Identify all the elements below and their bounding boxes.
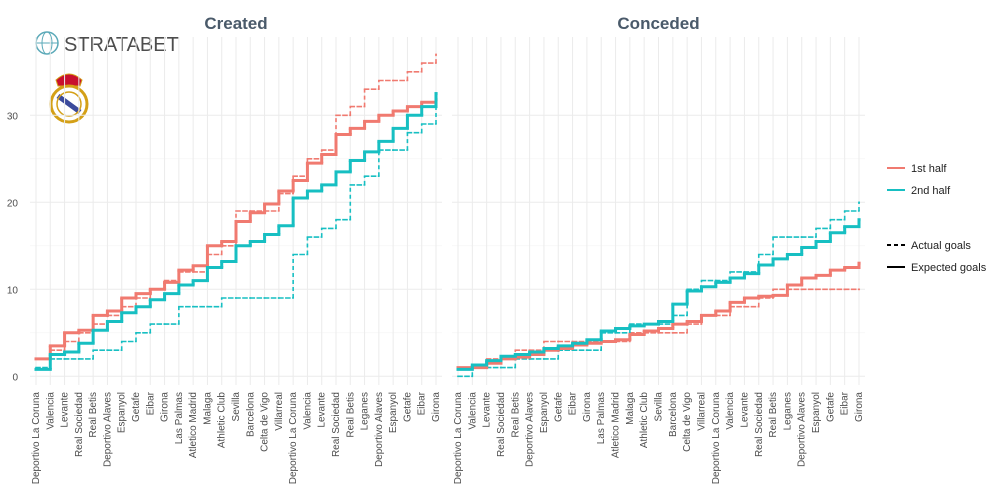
x-tick-label: Girona [160, 392, 171, 422]
x-tick-label: Espanyol [811, 392, 822, 433]
x-tick-label: Deportivo La Coruna [31, 392, 42, 485]
x-tick-label: Leganes [360, 392, 371, 430]
x-tick-label: Deportivo La Coruna [711, 392, 722, 485]
crest [49, 73, 89, 124]
x-tick-label: Eibar [568, 391, 579, 415]
x-tick-label: Real Sociedad [331, 392, 342, 457]
x-tick-label: Real Betis [88, 392, 99, 438]
y-tick-label: 10 [7, 285, 19, 296]
x-tick-label: Sevilla [654, 392, 665, 422]
x-tick-label: Getafe [402, 392, 413, 422]
x-tick-label: Espanyol [539, 392, 550, 433]
x-tick-label: Espanyol [117, 392, 128, 433]
x-tick-label: Deportivo Alaves [797, 392, 808, 467]
x-tick-label: Sevilla [231, 392, 242, 422]
step-series [456, 218, 861, 371]
legend-label: 2nd half [911, 185, 951, 197]
x-tick-label: Getafe [825, 392, 836, 422]
x-tick-label: Las Palmas [174, 392, 185, 444]
step-series [34, 98, 438, 361]
x-tick-label: Espanyol [388, 392, 399, 433]
x-tick-label: Atletico Madrid [188, 392, 199, 458]
legend-label: 1st half [911, 163, 947, 175]
x-tick-label: Real Sociedad [496, 392, 507, 457]
x-tick-label: Valencia [467, 392, 478, 430]
x-tick-label: Real Betis [510, 392, 521, 438]
x-tick-label: Girona [431, 392, 442, 422]
x-tick-label: Valencia [725, 392, 736, 430]
x-tick-label: Celta de Vigo [260, 392, 271, 452]
x-tick-label: Las Palmas [596, 392, 607, 444]
y-tick-label: 30 [7, 111, 19, 122]
x-tick-label: Deportivo Alaves [102, 392, 113, 467]
panel-title: Conceded [617, 14, 699, 33]
y-tick-label: 0 [12, 372, 18, 383]
legend-label: Actual goals [911, 240, 971, 252]
panel-title: Created [204, 14, 267, 33]
x-tick-label: Eibar [417, 391, 428, 415]
x-tick-label: Real Sociedad [74, 392, 85, 457]
x-tick-label: Atletico Madrid [611, 392, 622, 458]
x-tick-label: Celta de Vigo [682, 392, 693, 452]
x-tick-label: Eibar [840, 391, 851, 415]
x-tick-label: Leganes [782, 392, 793, 430]
x-tick-label: Athletic Club [217, 392, 228, 449]
step-series [34, 92, 438, 371]
x-tick-label: Levante [60, 392, 71, 428]
x-tick-label: Real Sociedad [754, 392, 765, 457]
x-tick-label: Levante [739, 392, 750, 428]
x-tick-label: Valencia [302, 392, 313, 430]
x-tick-label: Levante [317, 392, 328, 428]
x-tick-label: Barcelona [245, 392, 256, 437]
x-tick-label: Girona [582, 392, 593, 422]
x-tick-label: Deportivo La Coruna [453, 392, 464, 485]
x-tick-label: Levante [482, 392, 493, 428]
x-tick-label: Athletic Club [639, 392, 650, 449]
x-tick-label: Getafe [553, 392, 564, 422]
x-tick-label: Girona [854, 392, 865, 422]
x-tick-label: Villarreal [696, 392, 707, 431]
x-tick-label: Malaga [202, 392, 213, 425]
x-tick-label: Villarreal [274, 392, 285, 431]
x-tick-label: Deportivo Alaves [374, 392, 385, 467]
x-tick-label: Getafe [131, 392, 142, 422]
y-tick-label: 20 [7, 198, 19, 209]
x-tick-label: Barcelona [668, 392, 679, 437]
x-tick-label: Deportivo La Coruna [288, 392, 299, 485]
step-series [456, 261, 861, 370]
x-tick-label: Deportivo Alaves [525, 392, 536, 467]
x-tick-label: Valencia [45, 392, 56, 430]
x-tick-label: Malaga [625, 392, 636, 425]
x-tick-label: Real Betis [768, 392, 779, 438]
legend-label: Expected goals [911, 262, 987, 274]
x-tick-label: Real Betis [345, 392, 356, 438]
x-tick-label: Eibar [145, 391, 156, 415]
